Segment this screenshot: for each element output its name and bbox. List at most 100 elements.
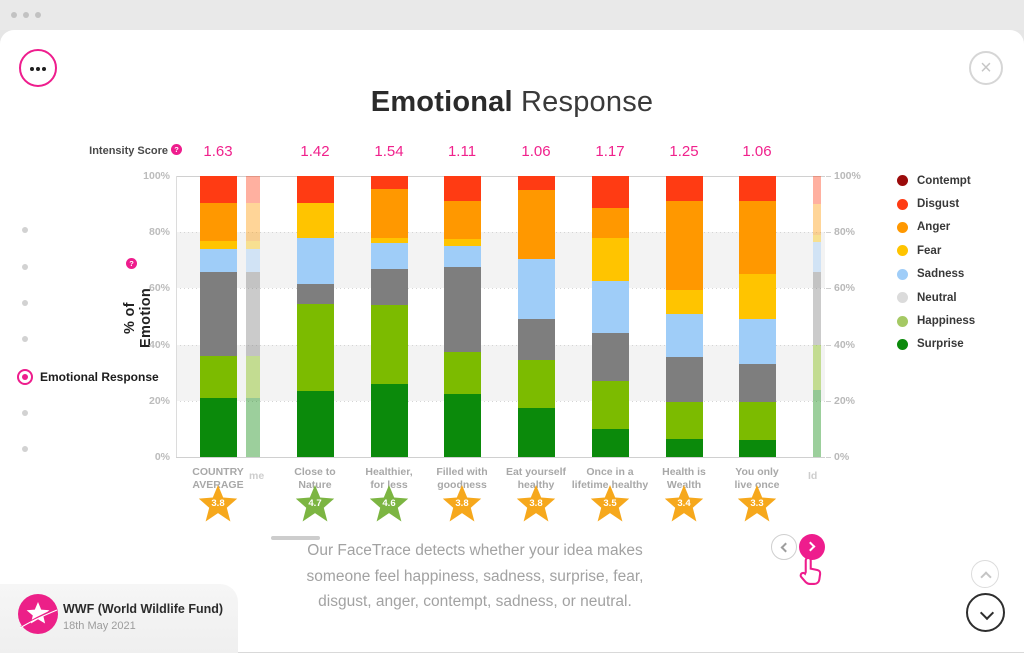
menu-button[interactable] <box>19 49 57 87</box>
window-titlebar <box>0 0 1024 30</box>
legend-item[interactable]: Anger <box>897 216 975 239</box>
ellipsis-icon <box>42 67 46 71</box>
bar-segment-happiness <box>738 402 776 441</box>
legend-label: Contempt <box>917 174 971 187</box>
legend-item[interactable]: Happiness <box>897 309 975 332</box>
bar-segment-sadness <box>443 246 481 268</box>
bar-segment-neutral <box>443 267 481 352</box>
y-axis-tick <box>826 344 831 346</box>
legend-label: Disgust <box>917 198 960 211</box>
y-axis-line <box>176 176 177 457</box>
legend-label: Anger <box>917 221 951 234</box>
legend-item[interactable]: Fear <box>897 239 975 262</box>
bar-segment-disgust <box>370 176 408 189</box>
rating-star: 3.8 <box>516 485 556 523</box>
bar-segment-disgust <box>591 176 629 209</box>
carousel-prev-button[interactable] <box>771 534 797 560</box>
y-axis-label-left: 100% <box>143 170 170 182</box>
bar-segment-neutral <box>813 271 821 345</box>
bar-segment-anger <box>738 201 776 275</box>
plot-area: 100% 100% 80% 80% 60% 60% 40% 40% 20% 20% 0% 0% <box>143 170 861 463</box>
sidebar-dot[interactable] <box>22 264 28 270</box>
y-axis-help-icon[interactable]: ? <box>126 258 137 269</box>
bar-segment-sadness <box>246 249 260 272</box>
legend-item[interactable]: Sadness <box>897 263 975 286</box>
sidebar-dot[interactable] <box>22 227 28 233</box>
y-axis-tick <box>826 288 831 290</box>
y-axis-label-right: 80% <box>834 226 856 239</box>
bar-segment-surprise <box>665 438 703 457</box>
carousel-next-button[interactable] <box>799 534 825 560</box>
bar-segment-happiness <box>517 360 555 408</box>
rating-star: 4.7 <box>295 485 335 523</box>
y-axis-label-right: 60% <box>834 282 856 295</box>
bar-segment-disgust <box>296 176 334 203</box>
bar-segment-surprise <box>738 440 776 457</box>
bar-segment-sadness <box>738 319 776 365</box>
rating-star: 3.8 <box>442 485 482 523</box>
y-axis-tick <box>826 176 831 177</box>
cursor-hand-icon <box>799 556 822 586</box>
bar-segment-neutral <box>370 268 408 306</box>
bar-segment-sadness <box>199 249 237 272</box>
window-control-icon[interactable] <box>35 12 41 18</box>
bar-segment-sadness <box>370 243 408 269</box>
bar-segment-fear <box>813 235 821 243</box>
chevron-down-icon <box>979 605 995 621</box>
bar <box>665 176 703 457</box>
bar <box>443 176 481 457</box>
chevron-up-icon <box>980 571 992 583</box>
bar <box>296 176 334 457</box>
rating-star: 4.6 <box>369 485 409 523</box>
scroll-up-button[interactable] <box>971 560 999 588</box>
star-value: 3.4 <box>677 498 691 509</box>
legend-item[interactable]: Surprise <box>897 333 975 356</box>
bar-segment-neutral <box>296 284 334 304</box>
bar-segment-fear <box>296 202 334 238</box>
bar-segment-fear <box>370 237 408 244</box>
window-control-icon[interactable] <box>23 12 29 18</box>
scroll-down-button[interactable] <box>966 593 1005 632</box>
bar <box>813 176 821 457</box>
bar-segment-surprise <box>443 393 481 457</box>
y-axis-label-left: 40% <box>148 338 170 351</box>
intensity-help-icon[interactable]: ? <box>171 144 182 155</box>
star-value: 4.6 <box>382 498 396 509</box>
bar-segment-neutral <box>665 357 703 403</box>
bar-segment-anger <box>370 188 408 238</box>
intensity-value: 1.17 <box>595 143 625 160</box>
legend-item[interactable]: Neutral <box>897 286 975 309</box>
legend-item[interactable]: Contempt <box>897 169 975 192</box>
facetrace-description: Our FaceTrace detects whether your idea … <box>235 538 715 615</box>
chevron-left-icon <box>780 542 791 553</box>
bar <box>517 176 555 457</box>
bar-segment-anger <box>813 204 821 236</box>
sidebar-dot[interactable] <box>22 446 28 452</box>
window-control-icon[interactable] <box>11 12 17 18</box>
sidebar-dot[interactable] <box>22 336 28 342</box>
legend-label: Sadness <box>917 268 965 281</box>
bar <box>199 176 237 457</box>
legend-label: Fear <box>917 244 942 257</box>
ellipsis-icon <box>30 67 34 71</box>
edge-category-label: Id <box>808 470 818 482</box>
sidebar-dot[interactable] <box>22 300 28 306</box>
sidebar-dot[interactable] <box>22 410 28 416</box>
intensity-score-label: Intensity Score <box>89 145 168 157</box>
legend-item[interactable]: Disgust <box>897 192 975 215</box>
carousel-scrollbar[interactable] <box>271 536 320 540</box>
axis-line-bottom <box>176 457 825 458</box>
active-bullet-icon <box>17 369 33 385</box>
page-title-regular: Response <box>521 86 654 118</box>
close-button[interactable]: × <box>969 51 1003 85</box>
sidebar-item-emotional-response[interactable]: Emotional Response <box>17 369 159 385</box>
bar-segment-happiness <box>813 344 821 390</box>
bar-segment-happiness <box>246 355 260 398</box>
star-icon <box>26 602 50 624</box>
bar-segment-neutral <box>517 319 555 361</box>
source-card: WWF (World Wildlife Fund) 18th May 2021 <box>0 584 238 653</box>
gridline <box>176 400 825 402</box>
legend-dot <box>897 245 908 257</box>
rating-star: 3.3 <box>737 485 777 523</box>
legend-dot <box>897 292 908 304</box>
